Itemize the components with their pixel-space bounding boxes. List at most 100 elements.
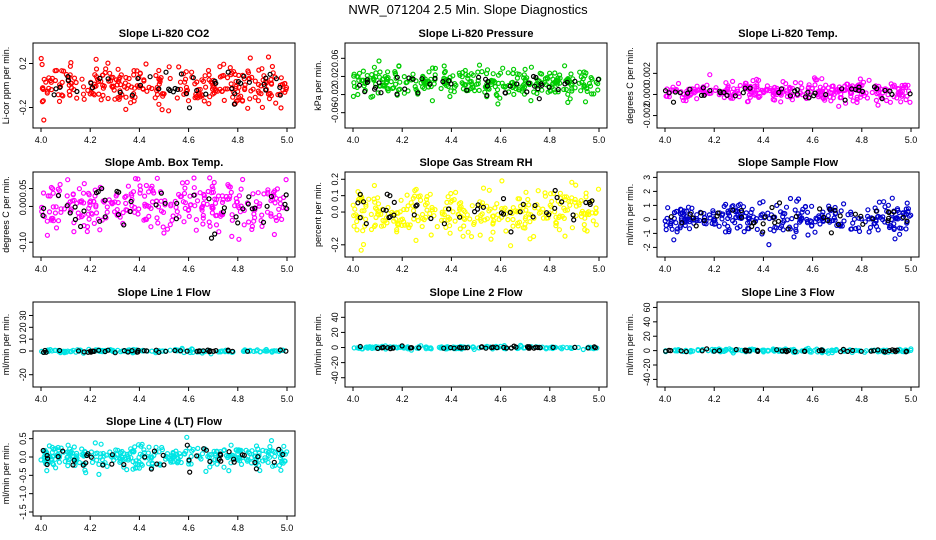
chart-panel: Slope Gas Stream RH percent per min. 4.0 4.… [313,157,608,274]
data-point [464,212,470,218]
x-tick-label: 4.6 [494,394,507,404]
y-tick-label: 0.1 [330,189,340,202]
y-tick-label: -0.002 [642,103,652,129]
x-tick-label: 5.0 [905,264,918,274]
data-point [161,230,167,236]
data-point [440,78,446,85]
data-point [698,210,704,216]
data-point [67,446,73,452]
data-point [817,221,823,227]
y-tick-label: 0.0 [18,451,28,464]
data-point [174,200,180,206]
data-point [528,64,535,70]
data-point [578,198,584,204]
data-point [507,209,513,216]
data-point [377,69,383,75]
scatter-points [662,72,913,109]
data-point [857,94,864,100]
y-tick-label: -2 [642,243,652,251]
data-point [691,90,698,96]
data-point [200,212,206,218]
data-point [889,195,895,201]
data-point [669,226,675,232]
data-point [875,213,881,219]
data-point [358,247,364,253]
data-point [41,117,47,123]
data-point [756,87,762,93]
data-point [505,70,511,76]
data-point [159,447,165,453]
data-point [181,219,187,225]
data-point [492,205,498,211]
data-point [245,105,251,111]
y-tick-label: 0 [18,349,28,354]
data-point [837,95,843,101]
data-point [273,76,279,82]
data-point [123,200,129,206]
data-point [741,229,747,235]
data-point [856,84,862,90]
data-point [678,217,685,223]
data-point [385,74,391,81]
data-point [905,208,911,214]
data-point [224,86,230,92]
data-point [120,210,126,216]
data-point [595,76,602,83]
y-axis-label: ml/min per min. [1,314,11,376]
data-point [766,242,772,248]
data-point [431,213,437,219]
data-point [184,434,190,440]
data-point [373,70,379,76]
data-point [848,93,854,99]
data-point [61,206,68,212]
data-point [44,461,50,468]
data-point [94,76,101,82]
data-point [415,90,421,96]
data-point [453,189,459,195]
y-tick-label: 20 [642,331,652,341]
data-point [492,79,498,85]
data-point [787,195,794,202]
data-point [268,193,274,200]
data-point [904,200,910,206]
data-point [102,214,108,220]
data-point [507,83,513,89]
x-tick-label: 4.8 [856,135,869,145]
data-point [588,91,595,97]
data-point [109,461,115,467]
data-point [271,459,277,465]
chart-panel: Slope Line 3 Flow ml/min per min. 4.0 4.2 4.… [625,287,920,404]
y-axis-label: ml/min per min. [313,314,323,376]
x-tick-label: 4.0 [347,264,360,274]
data-point [401,90,407,96]
data-point [98,97,104,103]
data-point [93,204,99,210]
data-point [229,85,235,92]
chart-panel: Slope Amb. Box Temp. degrees C per min. 4.… [1,157,296,274]
data-point [161,462,167,468]
data-point [730,350,736,356]
data-point [168,203,174,209]
data-point [91,220,97,226]
data-point [497,95,503,101]
data-point [799,85,805,91]
data-point [369,71,375,78]
data-point [714,213,720,219]
data-point [241,222,247,228]
data-point [170,459,176,465]
data-point [226,449,232,455]
data-point [404,192,410,198]
data-point [580,346,586,353]
data-point [232,203,238,209]
chart-panel: Slope Line 4 (LT) Flow ml/min per min. 4.0… [1,416,296,533]
data-point [553,223,559,229]
scatter-points [350,178,602,253]
data-point [151,448,157,454]
data-point [88,454,94,460]
data-point [515,223,521,229]
data-point [221,97,227,104]
data-point [117,459,123,465]
data-point [50,190,56,196]
chart-panel: Slope Line 1 Flow ml/min per min. 4.0 4.2 4.… [1,287,296,404]
data-point [278,75,284,81]
